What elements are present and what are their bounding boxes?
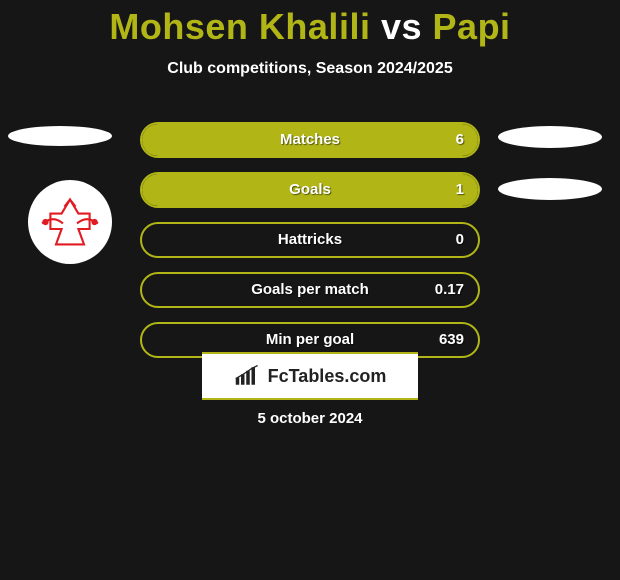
bars-icon (234, 365, 262, 387)
stat-row-goals-per-match: Goals per match 0.17 (140, 272, 480, 308)
subtitle: Club competitions, Season 2024/2025 (0, 60, 620, 78)
stat-value: 0 (456, 224, 464, 256)
stats-list: Matches 6 Goals 1 Hattricks 0 Goals per … (140, 122, 480, 372)
brand-text: FcTables.com (268, 366, 387, 387)
footer-date: 5 october 2024 (0, 410, 620, 427)
page-title: Mohsen Khalili vs Papi (0, 0, 620, 48)
stat-value: 639 (439, 324, 464, 356)
stat-label: Hattricks (142, 224, 478, 256)
player2-name: Papi (433, 6, 511, 47)
right-ellipse-1 (498, 126, 602, 148)
club-badge (28, 180, 112, 264)
stat-row-matches: Matches 6 (140, 122, 480, 158)
brand-box: FcTables.com (202, 352, 418, 400)
stat-label: Goals (142, 174, 478, 206)
stat-row-hattricks: Hattricks 0 (140, 222, 480, 258)
stat-row-goals: Goals 1 (140, 172, 480, 208)
vs-separator: vs (381, 6, 422, 47)
stat-label: Matches (142, 124, 478, 156)
stat-value: 6 (456, 124, 464, 156)
stat-value: 0.17 (435, 274, 464, 306)
left-ellipse-1 (8, 126, 112, 146)
club-badge-icon (35, 194, 105, 250)
player1-name: Mohsen Khalili (109, 6, 370, 47)
stat-value: 1 (456, 174, 464, 206)
right-ellipse-2 (498, 178, 602, 200)
stat-label: Goals per match (142, 274, 478, 306)
